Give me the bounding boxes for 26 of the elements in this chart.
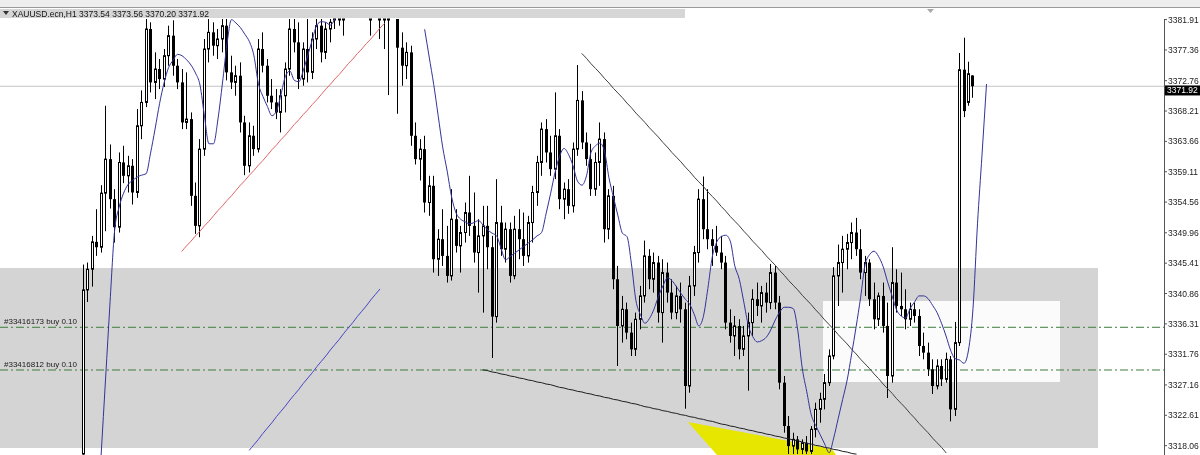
y-tick-label: 3368.21 xyxy=(1168,106,1199,117)
line-series xyxy=(181,23,385,252)
candlestick xyxy=(900,272,903,316)
y-tick-label: 3340.86 xyxy=(1168,288,1199,299)
y-tick-label: 3359.11 xyxy=(1168,166,1199,177)
y-tick-label: 3345.41 xyxy=(1168,258,1199,269)
y-tick-label: 3327.16 xyxy=(1168,379,1199,390)
y-tick-label: 3363.66 xyxy=(1168,136,1199,147)
candlestick xyxy=(185,72,188,130)
candlestick xyxy=(383,18,386,50)
y-tick-label: 3336.31 xyxy=(1168,318,1199,329)
y-tick-label: 3372.76 xyxy=(1168,75,1199,86)
y-tick-label: 3354.56 xyxy=(1168,197,1199,208)
candlestick xyxy=(387,18,390,96)
ref-line-label: #33416173 buy 0.10 xyxy=(4,317,78,327)
y-tick-label: 3322.61 xyxy=(1168,410,1199,421)
y-tick-label: 3381.91 xyxy=(1168,14,1199,25)
y-tick-label: 3377.36 xyxy=(1168,44,1199,55)
line-series xyxy=(581,53,947,454)
chart-title: XAUUSD.ecn,H1 3373.54 3373.56 3370.20 3371.92 xyxy=(12,8,210,19)
y-tick-label: 3331.76 xyxy=(1168,349,1199,360)
ref-line-label: #33416812 buy 0.10 xyxy=(4,359,78,369)
y-tick-label: 3349.96 xyxy=(1168,227,1199,238)
line-series xyxy=(248,288,381,451)
y-tick-label: 3318.06 xyxy=(1168,440,1199,451)
line-series xyxy=(482,369,857,455)
